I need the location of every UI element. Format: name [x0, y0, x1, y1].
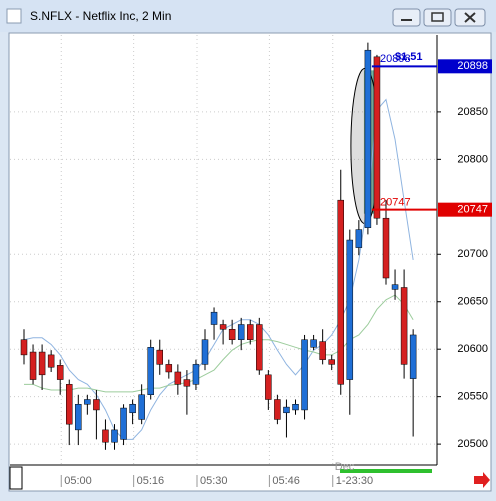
candle-body	[38, 351, 46, 376]
candle-body	[382, 217, 390, 279]
axis-badge	[438, 59, 492, 74]
y-tick-label: 20550	[457, 391, 488, 403]
axis-badge-label: 20898	[457, 60, 488, 72]
axis-badge-label: 20747	[457, 204, 488, 216]
candle-body	[93, 399, 100, 411]
x-tick-label: 1-23:30	[336, 475, 373, 487]
plot: 20500 20550 20600 20650 20700 20800 20850 05:00…	[10, 35, 492, 487]
candle-body	[409, 334, 417, 379]
window-buttons[interactable]	[392, 8, 486, 27]
y-tick-label: 20600	[457, 343, 488, 355]
candle-body	[219, 324, 227, 330]
x-tick-label: 05:46	[272, 475, 300, 487]
candle-body	[283, 406, 290, 414]
close-icon	[464, 12, 476, 23]
candle-body	[292, 403, 299, 411]
app-icon	[6, 8, 22, 24]
candle-body	[337, 199, 344, 385]
candle-body	[210, 311, 218, 325]
window-title: S.NFLX - Netflix Inc, 2 Min	[30, 9, 171, 23]
candle-body	[174, 371, 182, 385]
y-tick-label: 20850	[457, 106, 488, 118]
axis-badge	[438, 202, 492, 217]
candle-body	[373, 56, 381, 219]
candle-body	[120, 407, 127, 440]
candle-body	[165, 364, 173, 373]
candle-body	[391, 284, 399, 290]
y-tick-label: 20800	[457, 153, 488, 165]
candle-body	[102, 429, 109, 443]
candle-body	[129, 403, 136, 414]
candle-body	[346, 239, 354, 380]
candle-body	[400, 287, 408, 365]
candle-body	[274, 399, 281, 420]
candle-body	[75, 403, 82, 431]
candle-body	[29, 351, 37, 380]
x-tick-label: 05:16	[137, 475, 165, 487]
candle-body	[156, 349, 163, 365]
candle-body	[138, 394, 145, 420]
candle-body	[310, 339, 317, 348]
candle-body	[147, 347, 154, 396]
candle-body	[192, 364, 200, 385]
candle-body	[183, 379, 191, 387]
candle-body	[265, 374, 272, 400]
candle-body	[201, 339, 209, 365]
date-marker: Dec	[335, 461, 355, 473]
candle-body	[56, 365, 64, 380]
y-tick-label: 20500	[457, 438, 488, 450]
y-tick-label: 20700	[457, 248, 488, 260]
candle-body	[111, 429, 118, 443]
y-tick-label: 20650	[457, 296, 488, 308]
candle-body	[84, 399, 91, 405]
candle-body	[319, 341, 326, 360]
candle-body	[247, 324, 254, 340]
maximize-button[interactable]	[423, 8, 452, 27]
candle-body	[47, 354, 55, 368]
scroll-arrow[interactable]	[474, 472, 490, 488]
scroll-box[interactable]	[9, 466, 23, 490]
x-tick-label: 05:00	[64, 475, 92, 487]
candle-body	[328, 359, 335, 365]
maximize-icon	[431, 12, 444, 22]
candle-body	[20, 339, 28, 356]
candle-body	[256, 324, 263, 371]
x-tick-label: 05:30	[200, 475, 228, 487]
candle-body	[301, 339, 308, 411]
candle-body	[237, 324, 245, 340]
minimize-button[interactable]	[392, 8, 421, 27]
level-value: 20747	[380, 197, 411, 209]
level-value: 20898	[380, 53, 411, 65]
scroll-range	[340, 469, 432, 473]
candle-body	[355, 229, 363, 248]
level-label: $1.51	[395, 51, 423, 63]
candle-body	[228, 329, 236, 340]
candle-body	[66, 384, 73, 425]
candle-body	[364, 49, 372, 228]
